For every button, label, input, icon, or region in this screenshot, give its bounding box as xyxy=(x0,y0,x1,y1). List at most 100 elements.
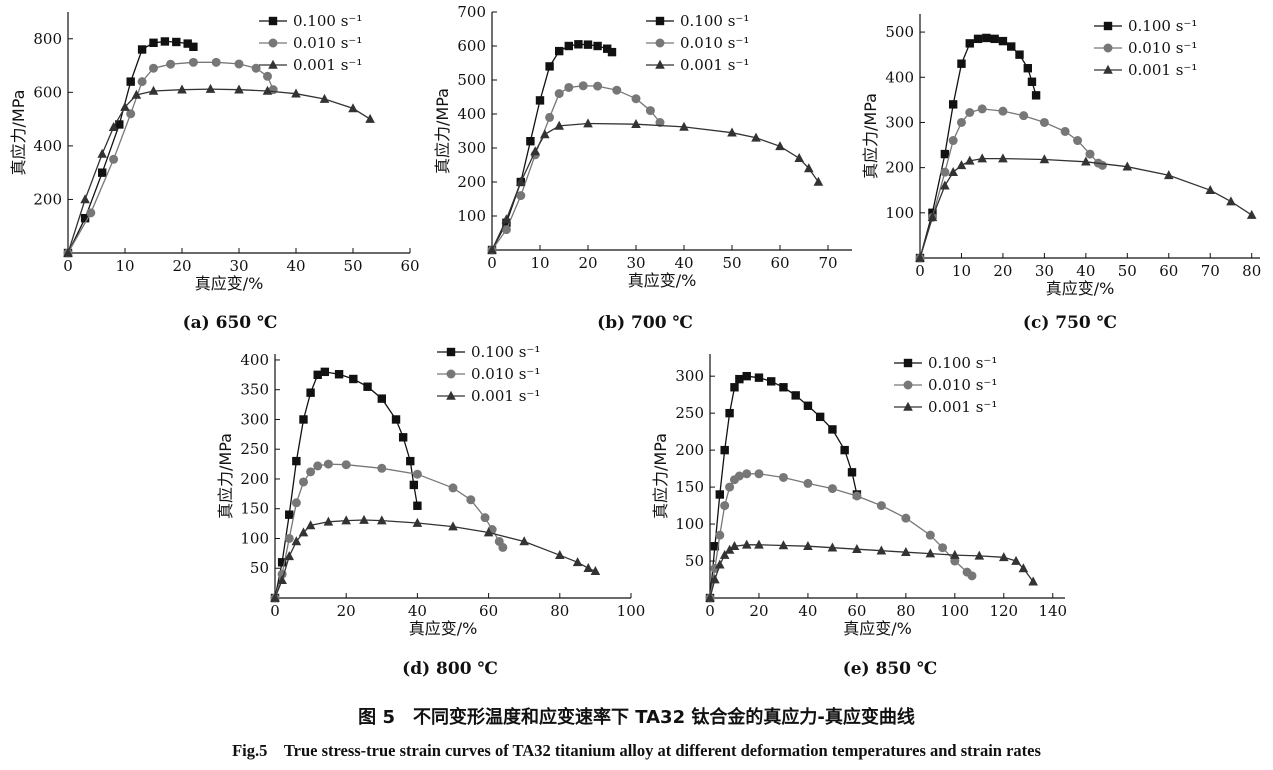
data-point-a-2 xyxy=(148,85,159,95)
subcaption-b: (b) 700 ℃ xyxy=(597,313,693,333)
data-point-c-0 xyxy=(1007,42,1016,51)
legend-label: 0.100 s⁻¹ xyxy=(928,354,997,372)
series-a-2 xyxy=(63,83,375,257)
data-point-b-1 xyxy=(578,81,588,91)
data-point-a-1 xyxy=(263,71,272,81)
data-point-d-0 xyxy=(334,370,344,379)
series-line-d-0 xyxy=(274,371,419,599)
series-line-c-2 xyxy=(919,157,1253,259)
data-point-c-0 xyxy=(1031,91,1041,100)
data-point-a-1 xyxy=(211,57,221,67)
data-point-d-2 xyxy=(305,520,316,530)
data-point-e-2 xyxy=(754,539,764,549)
data-point-c-1 xyxy=(977,104,987,114)
data-point-d-0 xyxy=(363,382,372,391)
data-point-c-1 xyxy=(1019,111,1029,121)
data-point-a-2 xyxy=(234,84,244,94)
legend-marker xyxy=(446,347,456,357)
data-point-e-0 xyxy=(715,490,724,499)
data-point-c-0 xyxy=(982,33,991,43)
legend-marker xyxy=(268,38,278,48)
data-point-a-1 xyxy=(109,154,119,164)
data-point-e-1 xyxy=(967,571,977,581)
x-tick-label: 100 xyxy=(617,602,646,620)
data-point-e-2 xyxy=(741,539,752,549)
data-point-e-0 xyxy=(791,391,800,400)
y-tick-label: 100 xyxy=(675,515,704,533)
data-point-b-1 xyxy=(516,191,526,201)
series-a-1 xyxy=(63,57,278,258)
y-tick-label: 300 xyxy=(457,139,486,157)
x-tick-label: 10 xyxy=(115,257,134,275)
series-d-0 xyxy=(270,367,422,603)
legend-e: 0.100 s⁻¹ 0.010 s⁻¹ 0.001 s⁻¹ xyxy=(894,354,997,416)
x-tick-label: 60 xyxy=(770,254,789,272)
series-b-2 xyxy=(487,118,824,254)
data-point-e-0 xyxy=(720,445,729,455)
figure-caption-en: Fig.5 True stress-true strain curves of … xyxy=(232,741,1041,760)
y-tick-label: 250 xyxy=(675,404,704,422)
data-point-c-2 xyxy=(1122,161,1133,171)
y-tick-label: 800 xyxy=(33,30,62,48)
data-point-a-2 xyxy=(205,83,216,93)
data-point-d-1 xyxy=(298,477,308,487)
data-point-b-0 xyxy=(583,40,593,49)
data-point-e-2 xyxy=(950,549,960,559)
x-tick-label: 70 xyxy=(1201,262,1220,280)
y-axis-label: 真应力/MPa xyxy=(216,433,235,519)
data-point-c-2 xyxy=(956,160,967,170)
data-point-d-2 xyxy=(583,563,594,573)
data-point-b-0 xyxy=(535,96,545,105)
data-point-c-2 xyxy=(1081,156,1091,166)
data-point-b-2 xyxy=(583,118,593,128)
panel-a: 0 10 20 30 40 50 60 200 400 600 800 真应变/% 真应力/MPa 0.1… xyxy=(0,0,440,300)
x-tick-label: 100 xyxy=(941,602,970,620)
data-point-a-0 xyxy=(115,120,124,129)
series-line-b-2 xyxy=(491,122,819,251)
data-point-d-2 xyxy=(359,514,369,524)
data-point-b-2 xyxy=(501,214,512,224)
data-point-b-1 xyxy=(501,225,511,235)
data-point-c-1 xyxy=(965,108,975,118)
legend-label: 0.001 s⁻¹ xyxy=(293,56,362,74)
data-point-b-2 xyxy=(487,244,497,254)
data-point-b-2 xyxy=(631,119,641,128)
data-point-e-1 xyxy=(827,484,837,494)
data-point-e-1 xyxy=(720,501,730,511)
data-point-c-1 xyxy=(1097,160,1107,170)
data-point-d-0 xyxy=(313,370,322,380)
legend-a: 0.100 s⁻¹ 0.010 s⁻¹ 0.001 s⁻¹ xyxy=(259,12,362,74)
data-point-a-1 xyxy=(149,63,158,73)
data-point-c-2 xyxy=(977,153,987,163)
series-c-1 xyxy=(915,104,1107,263)
data-point-a-1 xyxy=(166,59,176,69)
data-point-a-2 xyxy=(97,148,107,158)
y-tick-label: 200 xyxy=(457,173,486,191)
legend-label: 0.100 s⁻¹ xyxy=(1128,17,1197,35)
data-point-d-0 xyxy=(349,374,358,384)
data-point-c-0 xyxy=(957,59,966,68)
series-d-1 xyxy=(270,459,508,603)
x-tick-label: 60 xyxy=(479,602,498,620)
x-tick-label: 80 xyxy=(1242,262,1261,280)
legend-label: 0.001 s⁻¹ xyxy=(680,56,749,74)
x-tick-label: 0 xyxy=(63,257,73,275)
data-point-e-0 xyxy=(710,542,720,551)
data-point-d-2 xyxy=(483,527,494,537)
data-point-e-2 xyxy=(901,546,911,556)
data-point-c-1 xyxy=(948,136,958,146)
data-point-c-2 xyxy=(927,212,938,222)
data-point-c-1 xyxy=(1085,149,1095,159)
data-point-a-1 xyxy=(86,208,96,218)
data-point-e-2 xyxy=(1028,576,1038,586)
x-tick-label: 40 xyxy=(408,602,427,620)
chart-a-svg: 0 10 20 30 40 50 60 200 400 600 800 真应变/% 真应力/MPa 0.1… xyxy=(9,12,420,293)
data-point-b-1 xyxy=(655,118,665,127)
y-axis-label: 真应力/MPa xyxy=(861,93,880,179)
y-tick-label: 400 xyxy=(457,105,486,123)
x-tick-label: 50 xyxy=(343,257,362,275)
panel-d: 0 20 40 60 80 100 50 100 150 200 250 300 350 400 真应变/%… xyxy=(205,340,645,650)
data-point-e-0 xyxy=(779,383,788,392)
data-point-c-0 xyxy=(1027,77,1037,86)
